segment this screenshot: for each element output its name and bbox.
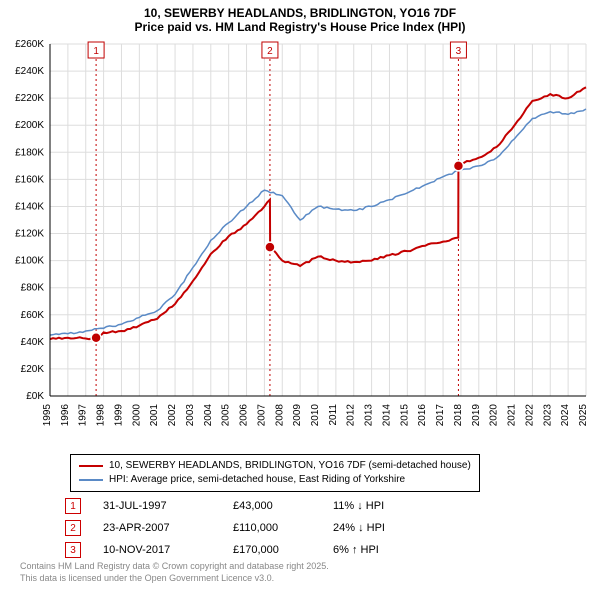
- svg-text:2009: 2009: [292, 404, 303, 427]
- marker-index: 2: [65, 520, 81, 536]
- marker-index: 3: [65, 542, 81, 558]
- svg-text:£260K: £260K: [15, 39, 44, 50]
- svg-text:£140K: £140K: [15, 201, 44, 212]
- marker-delta: 6% ↑ HPI: [333, 544, 433, 556]
- svg-text:2014: 2014: [381, 404, 392, 427]
- svg-text:2017: 2017: [435, 404, 446, 427]
- svg-text:2001: 2001: [149, 404, 160, 427]
- legend-label-2: HPI: Average price, semi-detached house,…: [109, 473, 405, 487]
- svg-text:2006: 2006: [239, 404, 250, 427]
- marker-date: 23-APR-2007: [103, 522, 233, 534]
- svg-text:2007: 2007: [256, 404, 267, 427]
- svg-text:1997: 1997: [78, 404, 89, 427]
- legend-label-1: 10, SEWERBY HEADLANDS, BRIDLINGTON, YO16…: [109, 459, 471, 473]
- svg-text:1995: 1995: [42, 404, 53, 427]
- marker-index: 1: [65, 498, 81, 514]
- svg-text:2011: 2011: [328, 404, 339, 426]
- svg-text:2025: 2025: [578, 404, 589, 427]
- svg-text:1: 1: [93, 46, 99, 57]
- marker-row: 3 10-NOV-2017£170,0006% ↑ HPI: [65, 542, 433, 558]
- svg-text:2012: 2012: [346, 404, 357, 427]
- svg-text:1998: 1998: [96, 404, 107, 427]
- svg-text:£120K: £120K: [15, 229, 44, 240]
- svg-text:£60K: £60K: [21, 310, 45, 321]
- svg-text:£100K: £100K: [15, 256, 44, 267]
- footnote: Contains HM Land Registry data © Crown c…: [20, 560, 329, 584]
- svg-text:2010: 2010: [310, 404, 321, 427]
- svg-text:£40K: £40K: [21, 337, 45, 348]
- svg-text:2015: 2015: [399, 404, 410, 427]
- svg-text:£160K: £160K: [15, 174, 44, 185]
- svg-text:2019: 2019: [471, 404, 482, 427]
- svg-text:£200K: £200K: [15, 120, 44, 131]
- marker-table: 1 31-JUL-1997£43,00011% ↓ HPI 2 23-APR-2007…: [65, 498, 433, 564]
- svg-text:£220K: £220K: [15, 93, 44, 104]
- marker-price: £170,000: [233, 544, 333, 556]
- svg-text:2: 2: [267, 46, 273, 57]
- svg-text:2023: 2023: [542, 404, 553, 427]
- svg-text:£180K: £180K: [15, 147, 44, 158]
- svg-text:2016: 2016: [417, 404, 428, 427]
- svg-text:2000: 2000: [131, 404, 142, 427]
- svg-text:2018: 2018: [453, 404, 464, 427]
- svg-text:£0K: £0K: [26, 391, 44, 402]
- chart-subtitle: Price paid vs. HM Land Registry's House …: [0, 20, 600, 34]
- marker-date: 31-JUL-1997: [103, 500, 233, 512]
- price-chart: £0K £20K £40K £60K £80K £100K £120K £140K £160K £…: [0, 34, 600, 444]
- svg-text:2024: 2024: [560, 404, 571, 427]
- svg-text:2003: 2003: [185, 404, 196, 427]
- svg-text:2004: 2004: [203, 404, 214, 427]
- svg-text:2005: 2005: [221, 404, 232, 427]
- marker-price: £43,000: [233, 500, 333, 512]
- svg-text:3: 3: [456, 46, 462, 57]
- svg-text:1999: 1999: [113, 404, 124, 427]
- chart-title: 10, SEWERBY HEADLANDS, BRIDLINGTON, YO16…: [0, 0, 600, 20]
- svg-text:2021: 2021: [507, 404, 518, 427]
- svg-text:2013: 2013: [364, 404, 375, 427]
- svg-text:£240K: £240K: [15, 66, 44, 77]
- svg-text:1996: 1996: [60, 404, 71, 427]
- svg-text:£20K: £20K: [21, 364, 45, 375]
- svg-text:£80K: £80K: [21, 283, 45, 294]
- marker-row: 2 23-APR-2007£110,00024% ↓ HPI: [65, 520, 433, 536]
- marker-delta: 11% ↓ HPI: [333, 500, 433, 512]
- svg-text:2022: 2022: [524, 404, 535, 427]
- chart-legend: 10, SEWERBY HEADLANDS, BRIDLINGTON, YO16…: [70, 454, 480, 492]
- svg-text:2008: 2008: [274, 404, 285, 427]
- marker-row: 1 31-JUL-1997£43,00011% ↓ HPI: [65, 498, 433, 514]
- marker-date: 10-NOV-2017: [103, 544, 233, 556]
- marker-delta: 24% ↓ HPI: [333, 522, 433, 534]
- marker-price: £110,000: [233, 522, 333, 534]
- svg-text:2020: 2020: [489, 404, 500, 427]
- svg-text:2002: 2002: [167, 404, 178, 427]
